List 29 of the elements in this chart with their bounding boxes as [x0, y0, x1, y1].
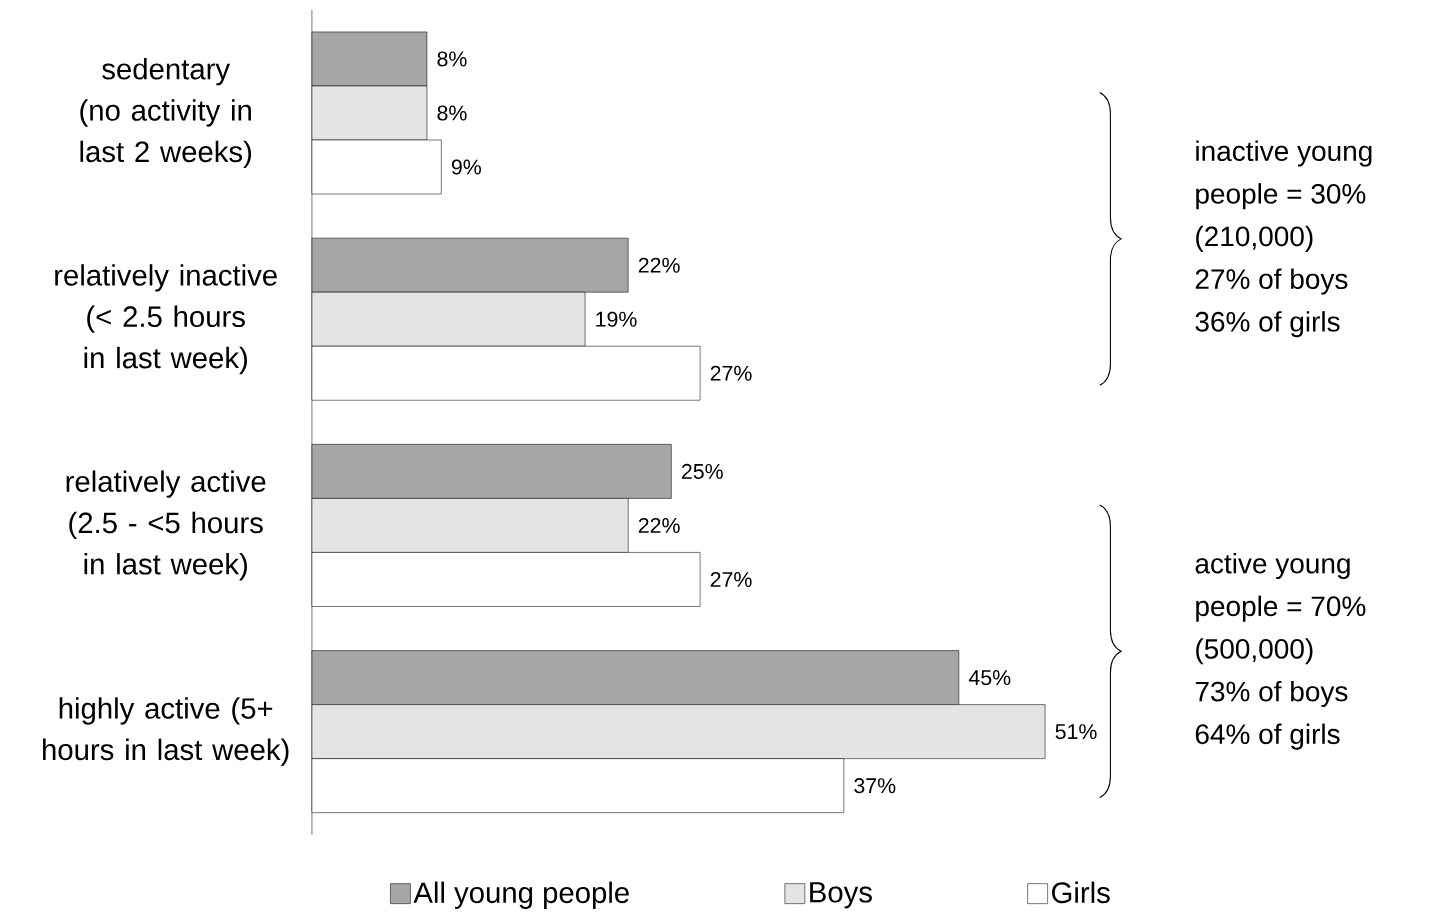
text: (210,000) [1196, 225, 1313, 252]
text: inactive young [1196, 140, 1372, 167]
data-label: 45% [968, 670, 1011, 686]
text: active young [1195, 552, 1350, 579]
data-label: 19% [596, 311, 637, 327]
legend-label: Boys [810, 882, 872, 909]
data-label: 27% [710, 571, 752, 587]
text: people = 30% [1196, 183, 1366, 210]
data-label: 22% [638, 257, 680, 273]
data-label: 27% [710, 365, 752, 381]
y-tick-label: highly active (5+ hours in last week) [43, 697, 289, 766]
text: (500,000) [1196, 638, 1313, 665]
y-tick-label: relatively inactive (< 2.5 hours in last week) [55, 264, 277, 375]
data-label: 8% [437, 51, 467, 67]
data-label: 9% [451, 159, 481, 175]
text: 73% of boys [1195, 680, 1348, 707]
y-tick-label: sedentary (no activity in last 2 weeks) [80, 57, 252, 168]
data-label: 25% [681, 463, 723, 479]
text: people = 70% [1196, 595, 1366, 622]
text: 64% of girls [1195, 723, 1340, 750]
data-label: 51% [1055, 724, 1097, 740]
legend-label: Girls [1052, 881, 1110, 904]
text: 36% of girls [1195, 311, 1340, 338]
data-label: 8% [437, 105, 467, 121]
legend-label: All young people [413, 881, 629, 909]
data-label: 22% [638, 517, 680, 533]
data-label: 37% [854, 778, 896, 794]
text: 27% of boys [1195, 268, 1348, 295]
y-tick-label: relatively active (2.5 - <5 hours in last week) [66, 470, 266, 581]
